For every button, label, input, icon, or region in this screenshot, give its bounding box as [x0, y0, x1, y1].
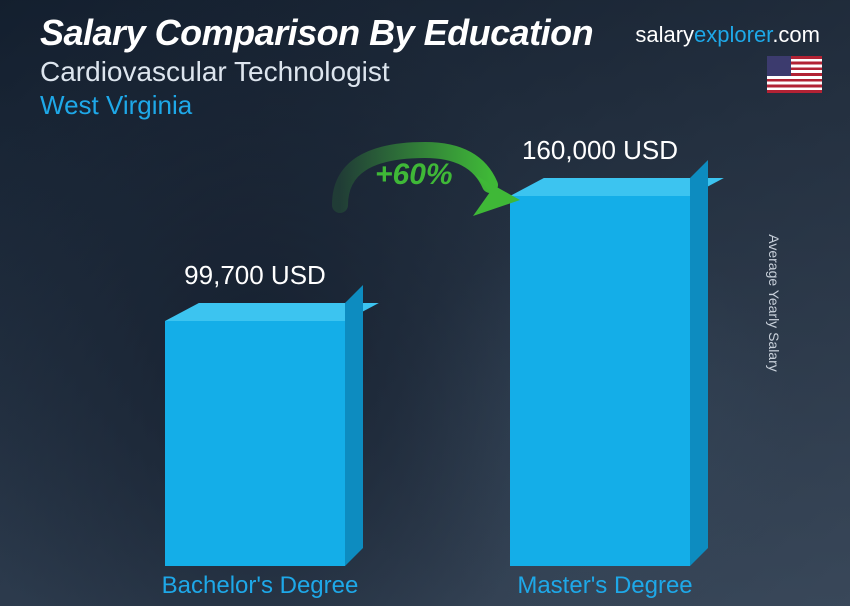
increase-percent: +60% — [375, 158, 453, 192]
brand-logo: salaryexplorer.com — [635, 22, 820, 48]
chart-area: 99,700 USD Bachelor's Degree 160,000 USD… — [0, 140, 850, 566]
category-label-masters: Master's Degree — [490, 572, 720, 600]
subtitle: Cardiovascular Technologist — [40, 56, 830, 88]
brand-part3: .com — [772, 22, 820, 47]
brand-part2: explorer — [694, 22, 772, 47]
brand-part1: salary — [635, 22, 694, 47]
flag-icon — [767, 56, 822, 93]
bar-masters — [510, 196, 690, 566]
value-label-bachelors: 99,700 USD — [125, 260, 385, 291]
category-label-bachelors: Bachelor's Degree — [145, 572, 375, 600]
location: West Virginia — [40, 90, 830, 121]
bar-bachelors — [165, 321, 345, 566]
